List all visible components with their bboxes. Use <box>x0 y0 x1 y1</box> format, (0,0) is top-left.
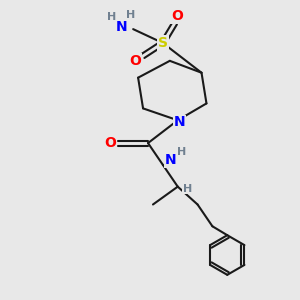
Text: O: O <box>104 136 116 150</box>
Text: H: H <box>126 10 135 20</box>
Text: H: H <box>177 147 186 157</box>
Text: N: N <box>165 153 177 167</box>
Text: N: N <box>174 115 185 129</box>
Text: H: H <box>183 184 192 194</box>
Text: O: O <box>129 54 141 68</box>
Text: H: H <box>107 12 116 22</box>
Text: N: N <box>116 20 127 34</box>
Text: O: O <box>171 9 183 23</box>
Text: S: S <box>158 36 168 50</box>
